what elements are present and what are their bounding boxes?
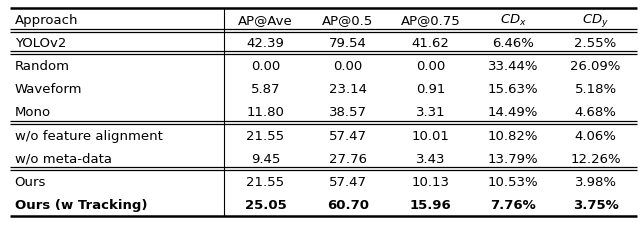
Text: 10.01: 10.01 [412, 129, 449, 142]
Text: 26.09%: 26.09% [570, 60, 621, 73]
Text: w/o feature alignment: w/o feature alignment [15, 129, 163, 142]
Text: Mono: Mono [15, 106, 51, 119]
Text: 10.82%: 10.82% [488, 129, 538, 142]
Text: Random: Random [15, 60, 70, 73]
Text: 2.55%: 2.55% [575, 37, 617, 50]
Text: 42.39: 42.39 [246, 37, 284, 50]
Text: 79.54: 79.54 [329, 37, 367, 50]
Text: 12.26%: 12.26% [570, 152, 621, 165]
Text: $\mathit{CD}_y$: $\mathit{CD}_y$ [582, 12, 609, 29]
Text: 10.53%: 10.53% [488, 175, 538, 188]
Text: 15.63%: 15.63% [488, 83, 538, 96]
Text: Approach: Approach [15, 14, 78, 27]
Text: AP@0.5: AP@0.5 [323, 14, 374, 27]
Text: 0.00: 0.00 [251, 60, 280, 73]
Text: 14.49%: 14.49% [488, 106, 538, 119]
Text: 10.13: 10.13 [412, 175, 449, 188]
Text: 0.00: 0.00 [416, 60, 445, 73]
Text: 9.45: 9.45 [251, 152, 280, 165]
Text: 57.47: 57.47 [329, 129, 367, 142]
Text: 21.55: 21.55 [246, 129, 285, 142]
Text: 7.76%: 7.76% [490, 198, 536, 211]
Text: 38.57: 38.57 [329, 106, 367, 119]
Text: 0.91: 0.91 [416, 83, 445, 96]
Text: YOLOv2: YOLOv2 [15, 37, 66, 50]
Text: 4.06%: 4.06% [575, 129, 616, 142]
Text: 23.14: 23.14 [329, 83, 367, 96]
Text: Ours: Ours [15, 175, 46, 188]
Text: 13.79%: 13.79% [488, 152, 538, 165]
Text: 3.43: 3.43 [416, 152, 445, 165]
Text: 3.31: 3.31 [415, 106, 445, 119]
Text: 3.98%: 3.98% [575, 175, 616, 188]
Text: AP@Ave: AP@Ave [238, 14, 293, 27]
Text: Waveform: Waveform [15, 83, 82, 96]
Text: 6.46%: 6.46% [492, 37, 534, 50]
Text: 41.62: 41.62 [412, 37, 449, 50]
Text: 15.96: 15.96 [410, 198, 451, 211]
Text: 60.70: 60.70 [327, 198, 369, 211]
Text: 57.47: 57.47 [329, 175, 367, 188]
Text: 3.75%: 3.75% [573, 198, 618, 211]
Text: w/o meta-data: w/o meta-data [15, 152, 112, 165]
Text: 5.87: 5.87 [251, 83, 280, 96]
Text: 5.18%: 5.18% [575, 83, 616, 96]
Text: 0.00: 0.00 [333, 60, 363, 73]
Text: 27.76: 27.76 [329, 152, 367, 165]
Text: AP@0.75: AP@0.75 [401, 14, 460, 27]
Text: 25.05: 25.05 [244, 198, 286, 211]
Text: Ours (w Tracking): Ours (w Tracking) [15, 198, 147, 211]
Text: 4.68%: 4.68% [575, 106, 616, 119]
Text: 21.55: 21.55 [246, 175, 285, 188]
Text: 33.44%: 33.44% [488, 60, 538, 73]
Text: 11.80: 11.80 [246, 106, 284, 119]
Text: $\mathit{CD}_x$: $\mathit{CD}_x$ [499, 13, 527, 28]
